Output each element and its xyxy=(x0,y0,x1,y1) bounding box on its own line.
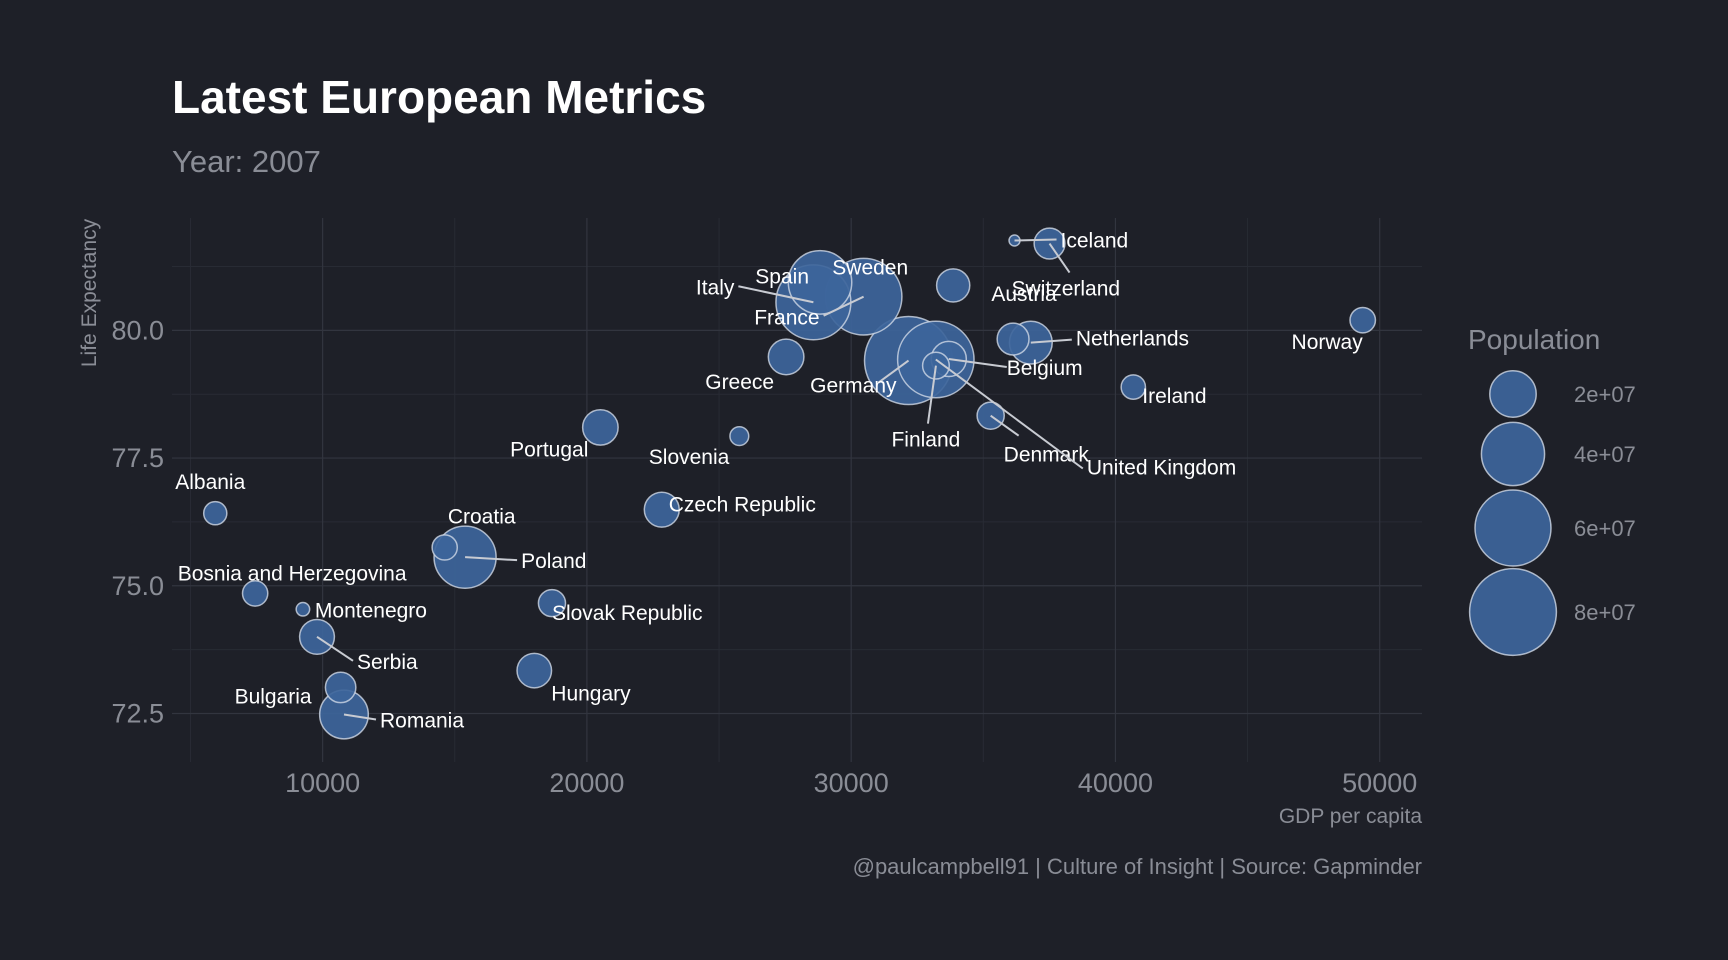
leader-line-netherlands xyxy=(1030,338,1072,344)
bubble-albania xyxy=(202,500,228,526)
y-tick-label: 72.5 xyxy=(111,698,164,728)
label-denmark: Denmark xyxy=(1004,444,1090,467)
leader-line-france xyxy=(823,295,865,317)
y-tick-label: 77.5 xyxy=(111,443,164,473)
bubble-norway xyxy=(1349,306,1377,334)
label-netherlands: Netherlands xyxy=(1076,328,1189,351)
legend-bubble xyxy=(1489,370,1537,418)
legend-bubble xyxy=(1480,421,1546,487)
label-albania: Albania xyxy=(175,471,245,494)
label-norway: Norway xyxy=(1292,331,1364,354)
legend-bubble xyxy=(1468,567,1558,657)
y-tick-label: 75.0 xyxy=(111,571,164,601)
leader-line-poland xyxy=(465,556,518,562)
label-czech-republic: Czech Republic xyxy=(669,494,816,517)
bubble-bulgaria xyxy=(324,671,357,704)
bubble-montenegro xyxy=(295,601,311,617)
leader-line-italy xyxy=(738,285,814,304)
x-tick-label: 40000 xyxy=(1078,768,1153,798)
label-portugal: Portugal xyxy=(510,438,588,461)
leader-line-iceland xyxy=(1014,238,1057,242)
leader-line-romania xyxy=(343,713,377,721)
size-legend: Population 2e+07 4e+07 6e+07 8e+07 xyxy=(1468,324,1636,657)
label-greece: Greece xyxy=(705,371,774,394)
label-slovenia: Slovenia xyxy=(649,446,730,469)
label-sweden: Sweden xyxy=(832,256,908,279)
x-tick-label: 20000 xyxy=(549,768,624,798)
grid-lines xyxy=(172,218,1422,762)
label-slovak-republic: Slovak Republic xyxy=(552,602,703,625)
label-iceland: Iceland xyxy=(1061,229,1129,252)
legend-label: 2e+07 xyxy=(1574,382,1636,407)
label-bulgaria: Bulgaria xyxy=(235,685,312,708)
label-serbia: Serbia xyxy=(357,651,418,674)
bubble-hungary xyxy=(516,652,553,689)
x-axis-title: GDP per capita xyxy=(1279,805,1423,828)
bubble-bosnia-and-herzegovina xyxy=(241,580,269,607)
bubble-spain xyxy=(787,249,853,315)
chart-title: Latest European Metrics xyxy=(172,71,706,123)
bubble-portugal xyxy=(581,408,619,446)
bubble-croatia xyxy=(431,534,459,561)
bubble-slovenia xyxy=(729,425,750,447)
label-austria: Austria xyxy=(991,283,1057,306)
label-finland: Finland xyxy=(891,429,960,452)
label-hungary: Hungary xyxy=(551,683,631,706)
label-switzerland: Switzerland xyxy=(1012,278,1121,301)
legend-label: 8e+07 xyxy=(1574,600,1636,625)
label-united-kingdom: United Kingdom xyxy=(1087,456,1236,479)
y-axis-title: Life Expectancy xyxy=(78,218,101,367)
bubble-austria xyxy=(996,322,1030,356)
x-tick-label: 30000 xyxy=(814,768,889,798)
legend-label: 6e+07 xyxy=(1574,516,1636,541)
bubble-greece xyxy=(767,338,805,376)
x-tick-label: 10000 xyxy=(285,768,360,798)
label-croatia: Croatia xyxy=(448,505,516,528)
label-spain: Spain xyxy=(755,265,809,288)
label-belgium: Belgium xyxy=(1007,357,1083,380)
leader-line-belgium xyxy=(948,357,1007,368)
leader-line-united-kingdom xyxy=(935,358,1084,470)
y-tick-label: 80.0 xyxy=(111,315,164,345)
bubble-slovak-republic xyxy=(537,588,567,618)
leader-line-serbia xyxy=(316,636,354,662)
label-poland: Poland xyxy=(521,550,586,573)
bubble-czech-republic xyxy=(643,491,680,528)
legend-label: 4e+07 xyxy=(1574,442,1636,467)
label-france: France xyxy=(754,307,819,330)
label-montenegro: Montenegro xyxy=(315,599,427,622)
label-romania: Romania xyxy=(380,709,464,732)
legend-bubble xyxy=(1474,489,1552,567)
leader-line-germany xyxy=(877,359,910,384)
label-ireland: Ireland xyxy=(1142,385,1206,408)
source-caption: @paulcampbell91 | Culture of Insight | S… xyxy=(853,854,1422,879)
label-germany: Germany xyxy=(810,375,897,398)
label-italy: Italy xyxy=(696,276,735,299)
leader-line-denmark xyxy=(990,414,1020,437)
legend-title: Population xyxy=(1468,324,1600,355)
bubble-ireland xyxy=(1120,374,1147,400)
x-tick-label: 50000 xyxy=(1342,768,1417,798)
country-labels: Albania Austria Belgium Bosnia and Herzegov… xyxy=(175,229,1363,732)
label-bosnia-and-herzegovina: Bosnia and Herzegovina xyxy=(178,562,407,585)
axes: 10000 20000 30000 40000 50000 72.5 75.0 77.5 80.… xyxy=(111,315,1417,798)
leader-line-switzerland xyxy=(1048,242,1071,274)
leader-line-finland xyxy=(926,365,937,424)
chart-subtitle: Year: 2007 xyxy=(172,144,321,179)
bubble-sweden xyxy=(935,268,971,303)
